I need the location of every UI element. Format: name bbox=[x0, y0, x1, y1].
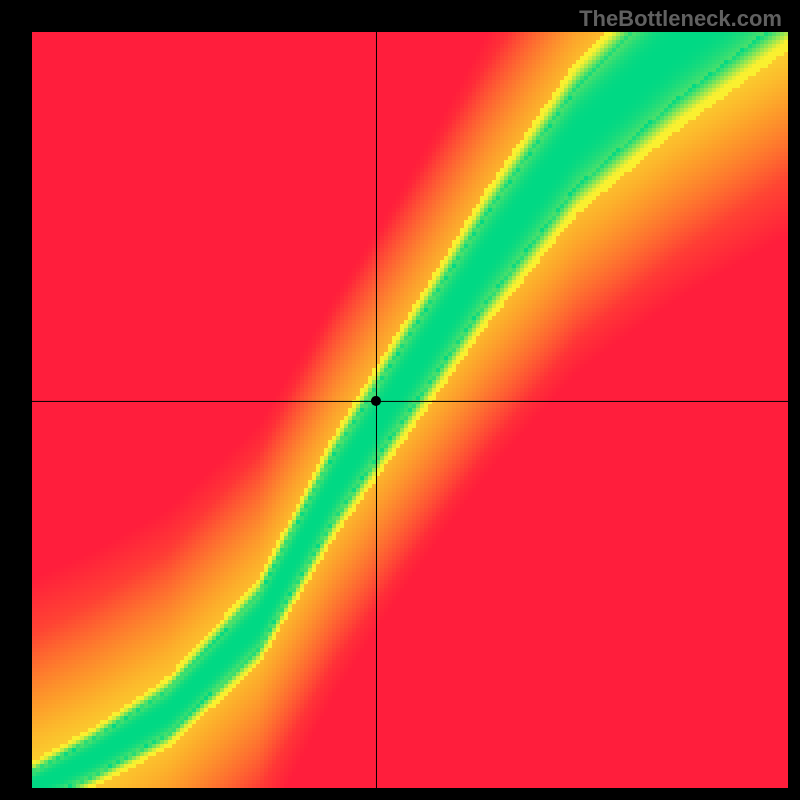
bottleneck-heatmap bbox=[0, 0, 800, 800]
chart-container: TheBottleneck.com bbox=[0, 0, 800, 800]
watermark-text: TheBottleneck.com bbox=[579, 6, 782, 32]
